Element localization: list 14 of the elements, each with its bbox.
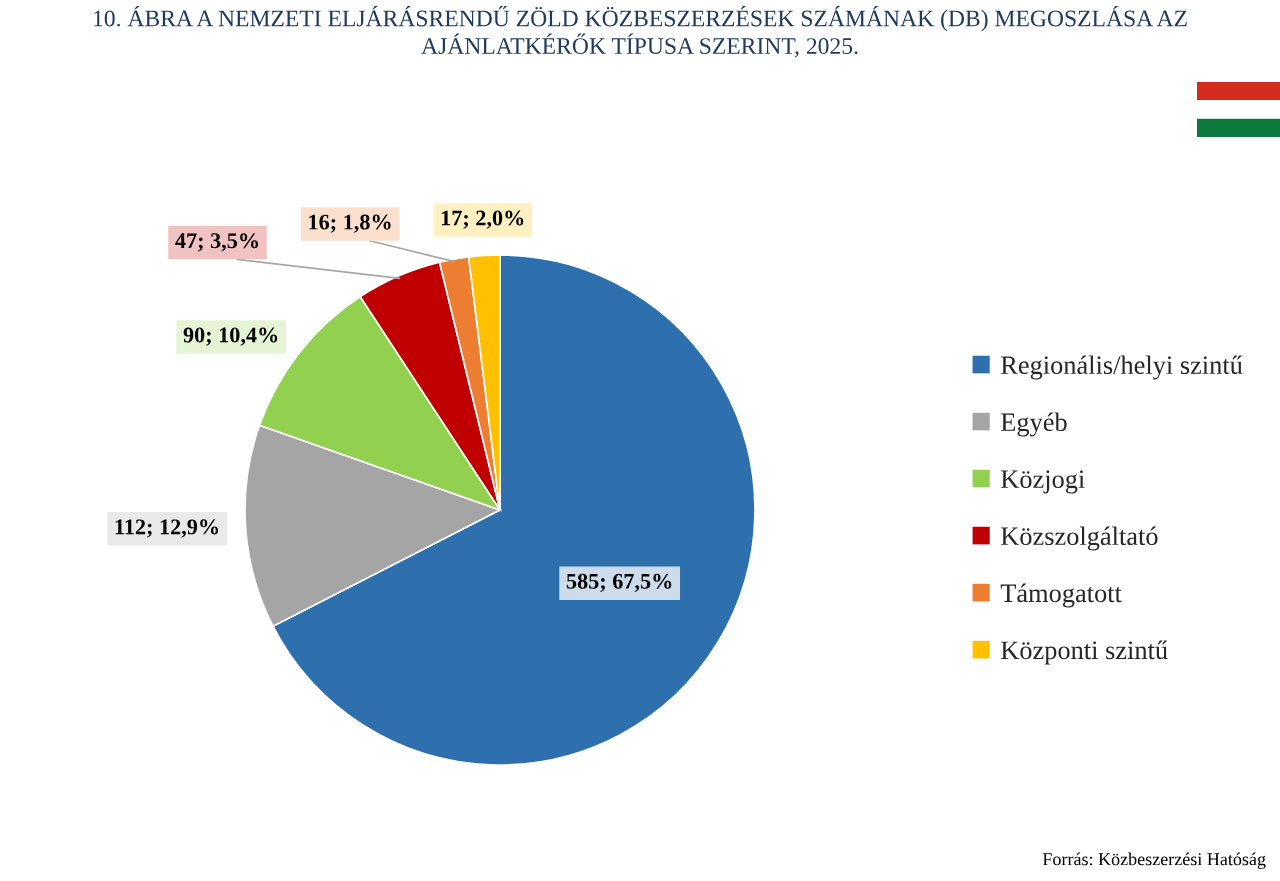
legend-label: Közszolgáltató xyxy=(1001,526,1158,551)
text: Forrás: Közbeszerzési Hatóság xyxy=(1042,852,1266,869)
legend-label: Központi szintű xyxy=(1001,640,1168,665)
data-label: 16; 1,8% xyxy=(309,214,391,233)
data-label: 47; 3,5% xyxy=(175,233,259,252)
legend-label: Egyéb xyxy=(1001,412,1067,437)
data-label: 17; 2,0% xyxy=(441,210,524,229)
data-label: 585; 67,5% xyxy=(566,573,672,592)
data-label: 90; 10,4% xyxy=(183,327,278,346)
chart-title: 10. ÁBRA A NEMZETI ELJÁRÁSRENDŰ ZÖLD KÖZBESZERZÉSEK SZÁMÁNAK (DB) MEGOSZLÁSA AZ AJÁNLATKÉRŐK TÍPUSA SZERINT, 2025. xyxy=(94,6,1187,58)
legend-label: Regionális/helyi szintű xyxy=(1001,355,1243,380)
data-label: 112; 12,9% xyxy=(115,519,219,538)
legend-label: Közjogi xyxy=(1001,470,1085,494)
legend-label: Támogatott xyxy=(1000,583,1122,608)
